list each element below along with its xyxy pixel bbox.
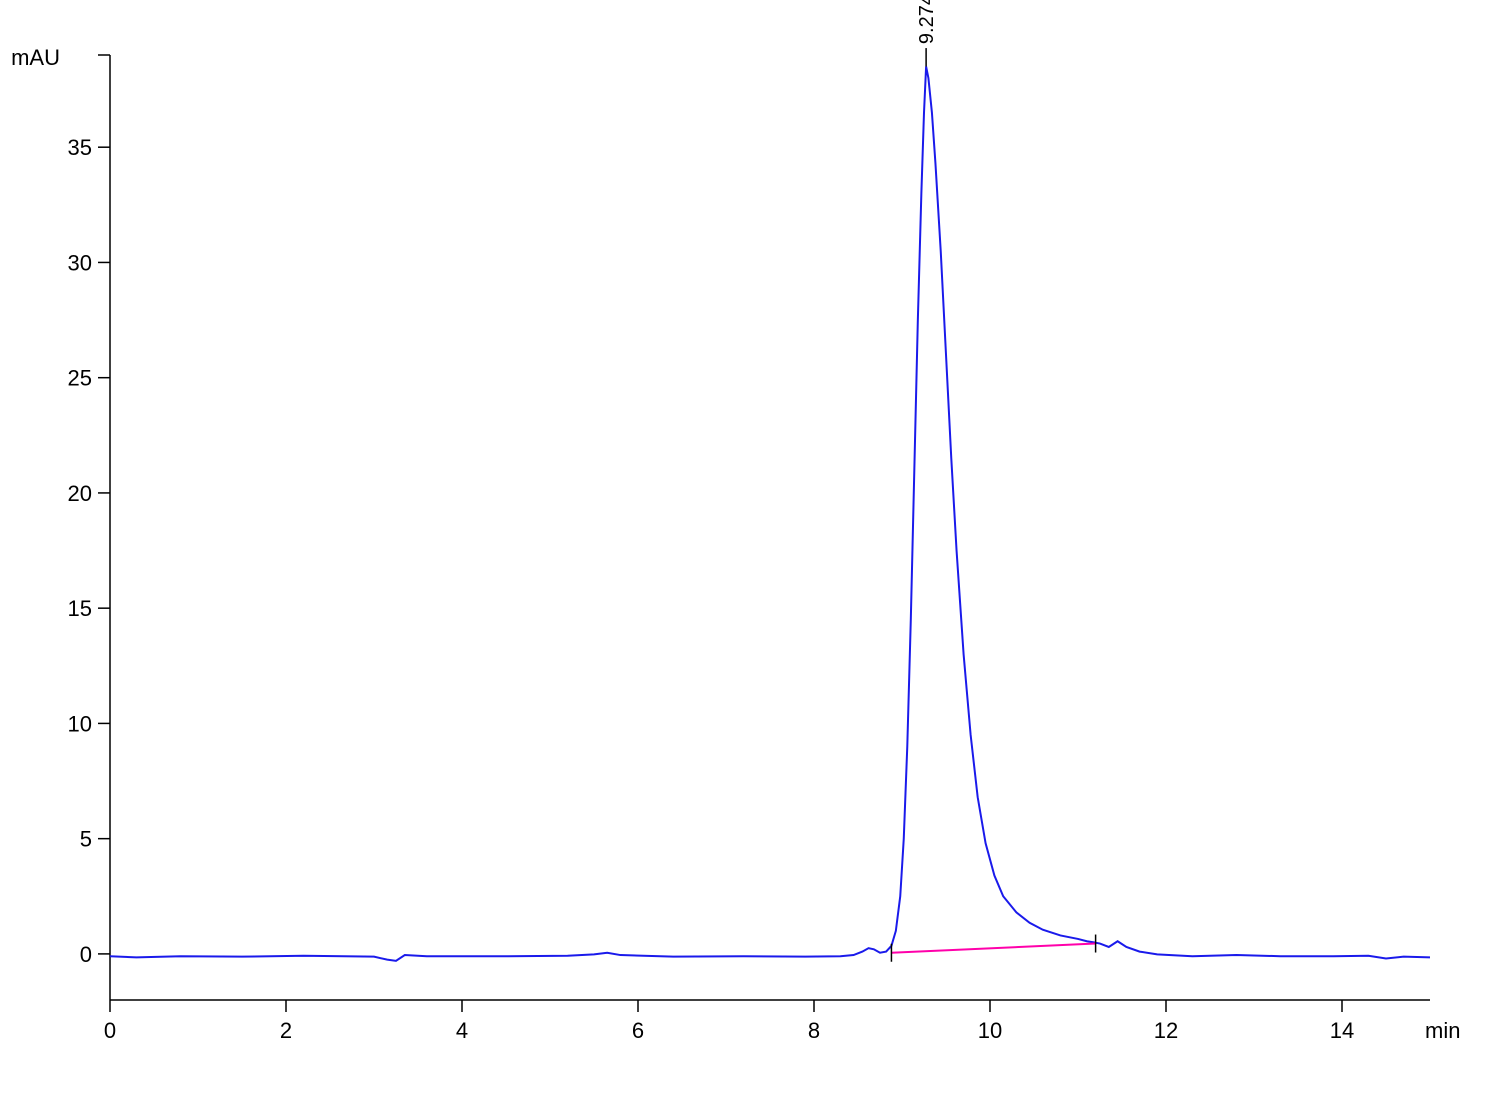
x-tick-label: 12: [1154, 1018, 1178, 1043]
y-tick-label: 35: [68, 135, 92, 160]
chromatogram-chart: 0 2 4 6 8 10 12 14 min 0 5 10 15 20 25 30 35 mAU 9.274: [0, 0, 1500, 1100]
y-tick-label: 15: [68, 596, 92, 621]
x-axis-label: min: [1425, 1018, 1460, 1043]
y-tick-label: 20: [68, 481, 92, 506]
y-tick-label: 0: [80, 942, 92, 967]
x-tick-label: 8: [808, 1018, 820, 1043]
signal-trace: [110, 67, 1430, 961]
chart-svg: 0 2 4 6 8 10 12 14 min 0 5 10 15 20 25 30 35 mAU 9.274: [0, 0, 1500, 1100]
y-tick-label: 25: [68, 366, 92, 391]
y-tick-label: 10: [68, 711, 92, 736]
x-tick-label: 6: [632, 1018, 644, 1043]
x-tick-label: 2: [280, 1018, 292, 1043]
integration-baseline: [891, 944, 1095, 953]
x-tick-label: 10: [978, 1018, 1002, 1043]
x-tick-label: 4: [456, 1018, 468, 1043]
y-axis-label: mAU: [11, 45, 60, 70]
y-tick-label: 30: [68, 250, 92, 275]
y-tick-label: 5: [80, 827, 92, 852]
x-tick-label: 0: [104, 1018, 116, 1043]
peak-retention-label: 9.274: [916, 0, 938, 44]
x-tick-label: 14: [1330, 1018, 1354, 1043]
